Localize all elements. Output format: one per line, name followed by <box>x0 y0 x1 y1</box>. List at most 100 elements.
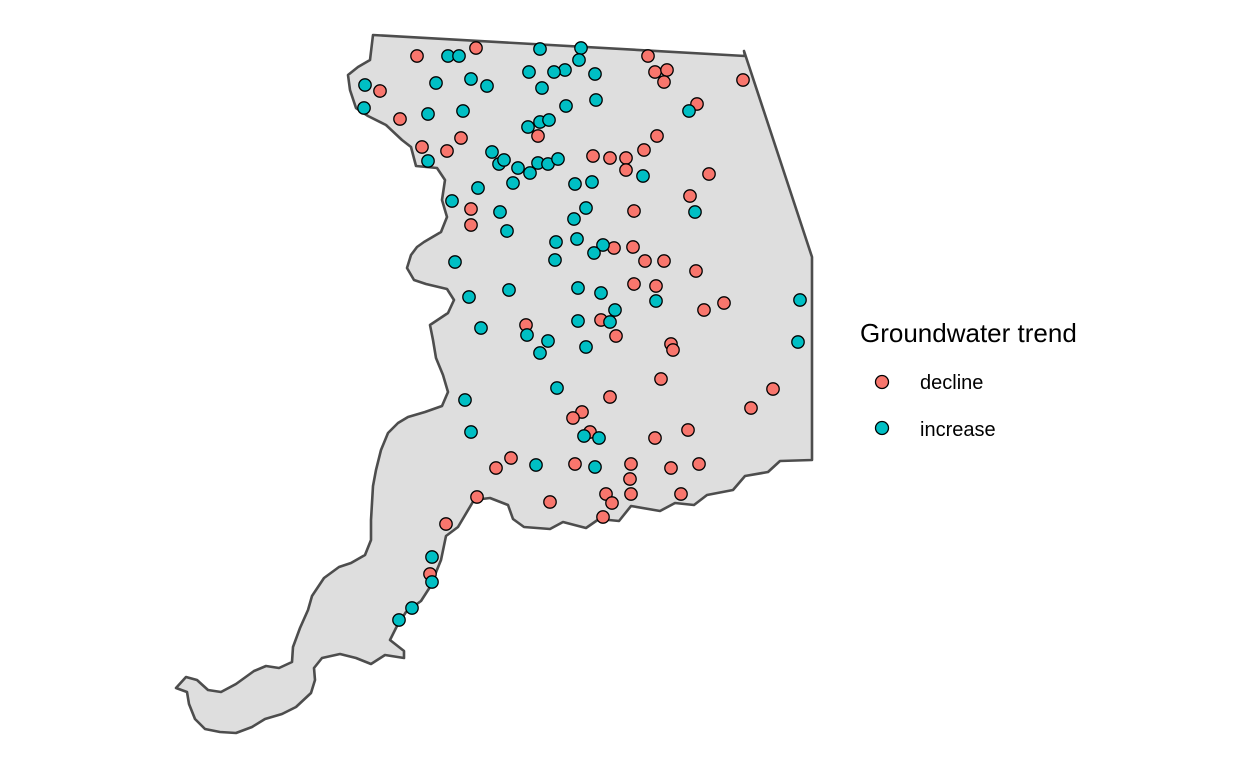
point-increase <box>585 175 599 189</box>
point-increase <box>529 458 543 472</box>
point-increase <box>502 283 516 297</box>
point-increase <box>549 235 563 249</box>
point-decline <box>717 296 731 310</box>
point-decline <box>454 131 468 145</box>
point-increase <box>588 67 602 81</box>
point-increase <box>587 246 601 260</box>
point-decline <box>657 75 671 89</box>
point-increase <box>579 340 593 354</box>
point-decline <box>654 372 668 386</box>
point-decline <box>393 112 407 126</box>
point-decline <box>692 457 706 471</box>
point-increase <box>493 205 507 219</box>
point-decline <box>566 411 580 425</box>
point-decline <box>664 461 678 475</box>
point-increase <box>471 181 485 195</box>
point-increase <box>548 253 562 267</box>
point-increase <box>357 101 371 115</box>
point-increase <box>550 381 564 395</box>
point-increase <box>793 293 807 307</box>
point-decline <box>596 510 610 524</box>
point-decline <box>650 129 664 143</box>
point-decline <box>683 189 697 203</box>
point-increase <box>425 550 439 564</box>
point-increase <box>559 99 573 113</box>
point-increase <box>568 177 582 191</box>
point-decline <box>609 329 623 343</box>
point-increase <box>429 76 443 90</box>
monitoring-points <box>357 41 807 627</box>
legend-label-decline: decline <box>920 372 983 394</box>
point-decline <box>638 254 652 268</box>
point-increase <box>649 294 663 308</box>
point-increase <box>421 107 435 121</box>
point-decline <box>637 143 651 157</box>
point-increase <box>603 315 617 329</box>
point-increase <box>462 290 476 304</box>
point-decline <box>603 151 617 165</box>
point-increase <box>485 145 499 159</box>
point-increase <box>392 613 406 627</box>
point-increase <box>445 194 459 208</box>
point-increase <box>497 153 511 167</box>
point-decline <box>624 487 638 501</box>
point-increase <box>608 303 622 317</box>
point-decline <box>440 144 454 158</box>
point-increase <box>456 104 470 118</box>
point-increase <box>358 78 372 92</box>
point-increase <box>567 212 581 226</box>
point-decline <box>627 277 641 291</box>
point-decline <box>464 202 478 216</box>
point-increase <box>571 314 585 328</box>
point-increase <box>572 53 586 67</box>
point-increase <box>588 460 602 474</box>
point-increase <box>452 49 466 63</box>
point-increase <box>594 286 608 300</box>
point-decline <box>464 218 478 232</box>
point-decline <box>624 457 638 471</box>
point-increase <box>500 224 514 238</box>
point-decline <box>603 390 617 404</box>
point-increase <box>547 65 561 79</box>
point-decline <box>469 41 483 55</box>
point-decline <box>605 496 619 510</box>
point-increase <box>791 335 805 349</box>
point-increase <box>541 334 555 348</box>
point-decline <box>470 490 484 504</box>
point-decline <box>568 457 582 471</box>
point-decline <box>543 495 557 509</box>
point-decline <box>681 423 695 437</box>
legend-label-increase: increase <box>920 419 996 441</box>
point-decline <box>648 431 662 445</box>
point-decline <box>439 517 453 531</box>
point-decline <box>410 49 424 63</box>
point-decline <box>657 254 671 268</box>
point-increase <box>506 176 520 190</box>
point-increase <box>521 120 535 134</box>
point-decline <box>619 163 633 177</box>
point-decline <box>697 303 711 317</box>
point-increase <box>596 238 610 252</box>
point-decline <box>702 167 716 181</box>
point-decline <box>586 149 600 163</box>
legend: Groundwater trend decline increase <box>860 318 1077 441</box>
point-increase <box>579 201 593 215</box>
point-decline <box>648 65 662 79</box>
point-increase <box>405 601 419 615</box>
point-decline <box>766 382 780 396</box>
legend-key-increase <box>874 420 890 436</box>
point-increase <box>448 255 462 269</box>
point-increase <box>589 93 603 107</box>
point-increase <box>522 65 536 79</box>
point-increase <box>571 281 585 295</box>
point-increase <box>421 154 435 168</box>
point-decline <box>627 204 641 218</box>
point-increase <box>682 104 696 118</box>
point-increase <box>542 113 556 127</box>
point-decline <box>626 240 640 254</box>
point-increase <box>533 42 547 56</box>
county-boundary <box>174 33 814 735</box>
point-decline <box>619 151 633 165</box>
point-decline <box>489 461 503 475</box>
